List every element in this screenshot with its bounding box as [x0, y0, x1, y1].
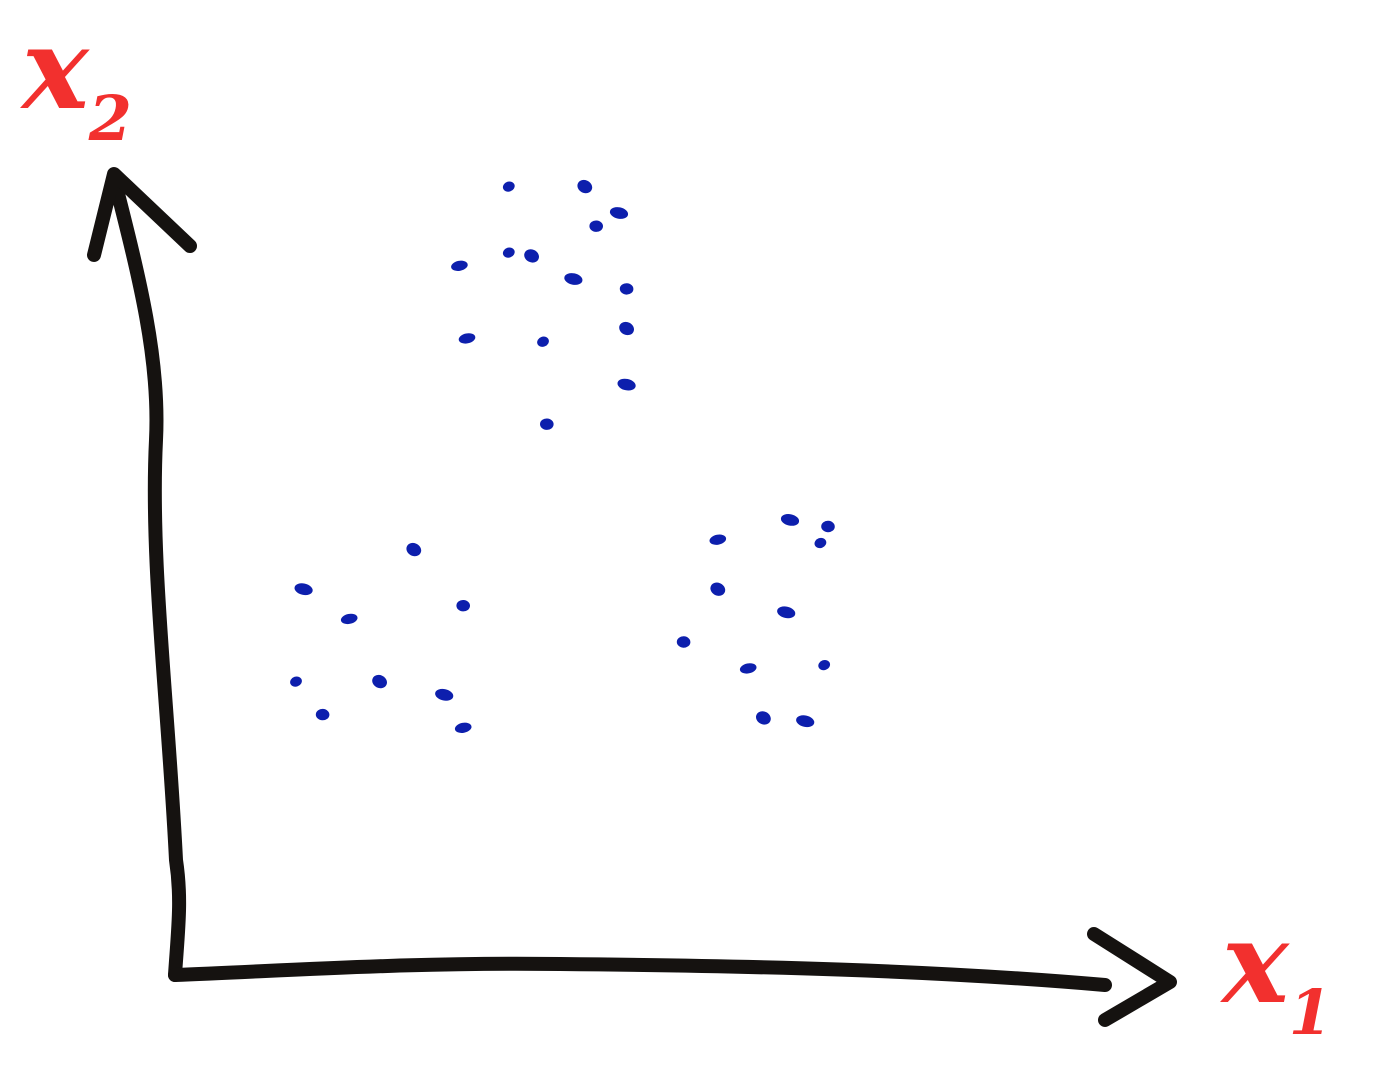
y-axis-label-subscript: 2: [88, 82, 132, 155]
data-point-cluster-bottom-right-7: [676, 636, 691, 648]
data-point-cluster-bottom-right-11: [796, 715, 815, 728]
data-point-cluster-bottom-right-9: [818, 659, 831, 671]
y-axis-label-letter: x: [20, 4, 90, 135]
x-axis-line: [168, 956, 1112, 992]
data-point-cluster-bottom-left-2: [294, 583, 313, 596]
data-point-cluster-bottom-right-8: [739, 663, 757, 674]
data-point-cluster-bottom-left-1: [406, 542, 422, 557]
x-axis-label-letter: x: [1220, 898, 1290, 1029]
data-point-cluster-bottom-left-9: [454, 722, 472, 733]
data-point-cluster-top-9: [619, 283, 634, 295]
data-point-cluster-bottom-left-8: [315, 708, 330, 721]
data-point-cluster-bottom-right-3: [709, 534, 727, 545]
data-point-cluster-top-11: [537, 336, 549, 347]
y-axis-label: x2: [20, 4, 132, 155]
data-point-cluster-bottom-right-6: [777, 606, 796, 619]
data-point-cluster-bottom-left-6: [372, 674, 387, 689]
data-point-cluster-top-14: [540, 418, 554, 430]
data-point-cluster-bottom-right-10: [756, 711, 771, 725]
data-point-cluster-bottom-left-7: [435, 688, 454, 701]
data-point-cluster-top-4: [589, 220, 603, 232]
data-point-cluster-top-10: [458, 333, 476, 344]
data-point-cluster-bottom-left-3: [456, 599, 470, 612]
x-axis-label-subscript: 1: [1289, 976, 1332, 1049]
data-point-cluster-top-12: [619, 321, 634, 336]
data-point-cluster-bottom-right-5: [710, 582, 726, 596]
data-point-cluster-top-7: [524, 249, 539, 263]
data-point-cluster-top-8: [564, 273, 583, 285]
data-point-cluster-top-13: [617, 378, 636, 391]
y-axis-line: [107, 171, 187, 982]
data-point-cluster-top-1: [502, 181, 515, 192]
data-point-cluster-bottom-left-4: [340, 613, 358, 625]
data-point-cluster-bottom-right-2: [821, 520, 835, 533]
data-points: [290, 179, 835, 733]
data-point-cluster-bottom-right-4: [814, 537, 827, 549]
x-axis-label: x1: [1220, 898, 1332, 1049]
data-point-cluster-top-2: [577, 179, 593, 194]
data-point-cluster-bottom-left-5: [290, 676, 302, 687]
data-point-cluster-top-6: [502, 247, 515, 258]
x-axis-arrowhead: [1087, 927, 1177, 1027]
data-point-cluster-top-5: [451, 260, 468, 271]
data-point-cluster-top-3: [609, 207, 629, 219]
data-point-cluster-bottom-right-1: [780, 514, 800, 526]
y-axis-arrowhead: [87, 167, 197, 262]
